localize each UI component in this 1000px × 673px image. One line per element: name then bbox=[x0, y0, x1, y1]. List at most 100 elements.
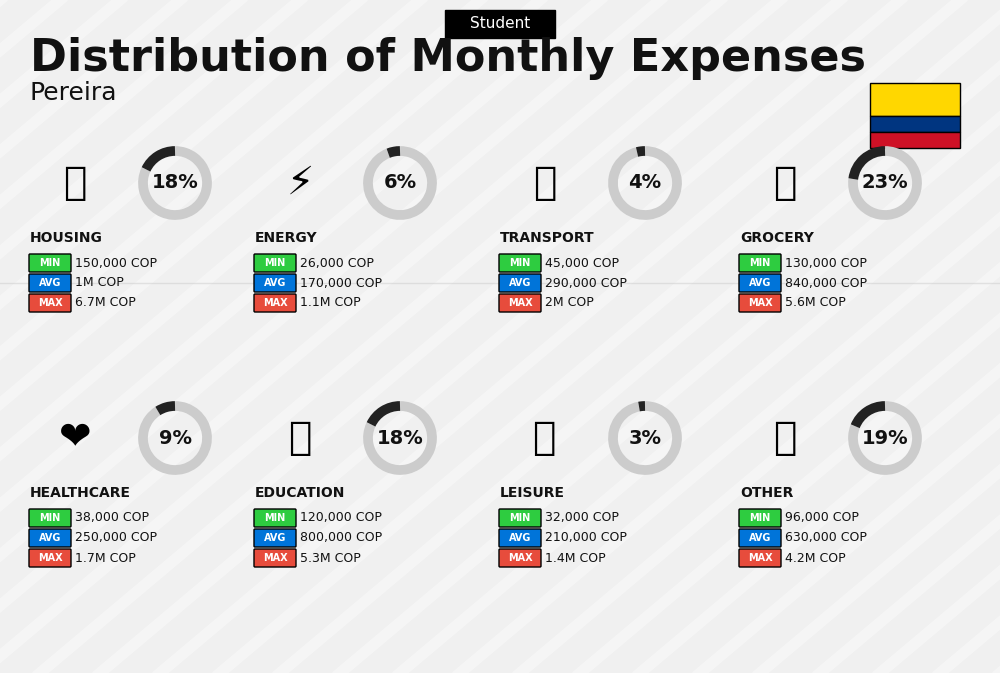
FancyBboxPatch shape bbox=[870, 83, 960, 116]
Text: MAX: MAX bbox=[263, 553, 287, 563]
Text: 630,000 COP: 630,000 COP bbox=[785, 532, 867, 544]
Text: 1.1M COP: 1.1M COP bbox=[300, 297, 361, 310]
Text: 1.7M COP: 1.7M COP bbox=[75, 551, 136, 565]
Text: 23%: 23% bbox=[862, 174, 908, 192]
Text: 32,000 COP: 32,000 COP bbox=[545, 511, 619, 524]
Text: MAX: MAX bbox=[508, 553, 532, 563]
FancyBboxPatch shape bbox=[870, 116, 960, 132]
Text: Student: Student bbox=[470, 17, 530, 32]
FancyBboxPatch shape bbox=[29, 294, 71, 312]
Text: MAX: MAX bbox=[748, 553, 772, 563]
Text: 38,000 COP: 38,000 COP bbox=[75, 511, 149, 524]
Text: 120,000 COP: 120,000 COP bbox=[300, 511, 382, 524]
Text: AVG: AVG bbox=[749, 533, 771, 543]
FancyBboxPatch shape bbox=[29, 509, 71, 527]
FancyBboxPatch shape bbox=[254, 509, 296, 527]
FancyBboxPatch shape bbox=[739, 509, 781, 527]
Text: 5.3M COP: 5.3M COP bbox=[300, 551, 361, 565]
FancyBboxPatch shape bbox=[254, 294, 296, 312]
Text: MAX: MAX bbox=[38, 553, 62, 563]
FancyBboxPatch shape bbox=[739, 294, 781, 312]
Text: HOUSING: HOUSING bbox=[30, 231, 103, 245]
Text: MAX: MAX bbox=[748, 298, 772, 308]
FancyBboxPatch shape bbox=[739, 529, 781, 547]
Text: 840,000 COP: 840,000 COP bbox=[785, 277, 867, 289]
FancyBboxPatch shape bbox=[29, 549, 71, 567]
Text: AVG: AVG bbox=[509, 533, 531, 543]
Text: 290,000 COP: 290,000 COP bbox=[545, 277, 627, 289]
Text: AVG: AVG bbox=[264, 533, 286, 543]
FancyBboxPatch shape bbox=[739, 254, 781, 272]
Text: 6%: 6% bbox=[383, 174, 417, 192]
Text: 4%: 4% bbox=[628, 174, 662, 192]
Text: AVG: AVG bbox=[39, 278, 61, 288]
Text: 250,000 COP: 250,000 COP bbox=[75, 532, 157, 544]
Text: MIN: MIN bbox=[264, 513, 286, 523]
Text: ⚡: ⚡ bbox=[286, 164, 314, 202]
Text: AVG: AVG bbox=[264, 278, 286, 288]
Text: ENERGY: ENERGY bbox=[255, 231, 318, 245]
FancyBboxPatch shape bbox=[499, 294, 541, 312]
Text: 3%: 3% bbox=[629, 429, 662, 448]
Text: MAX: MAX bbox=[508, 298, 532, 308]
Text: 19%: 19% bbox=[862, 429, 908, 448]
Text: 🎓: 🎓 bbox=[288, 419, 312, 457]
FancyBboxPatch shape bbox=[29, 254, 71, 272]
Text: 18%: 18% bbox=[377, 429, 423, 448]
Text: MIN: MIN bbox=[39, 258, 61, 268]
Text: HEALTHCARE: HEALTHCARE bbox=[30, 486, 131, 500]
Text: 4.2M COP: 4.2M COP bbox=[785, 551, 846, 565]
Text: 210,000 COP: 210,000 COP bbox=[545, 532, 627, 544]
FancyBboxPatch shape bbox=[254, 254, 296, 272]
Text: 1.4M COP: 1.4M COP bbox=[545, 551, 606, 565]
Text: 2M COP: 2M COP bbox=[545, 297, 594, 310]
Text: AVG: AVG bbox=[39, 533, 61, 543]
FancyBboxPatch shape bbox=[499, 549, 541, 567]
Text: MIN: MIN bbox=[509, 258, 531, 268]
Text: 130,000 COP: 130,000 COP bbox=[785, 256, 867, 269]
Text: MIN: MIN bbox=[509, 513, 531, 523]
FancyBboxPatch shape bbox=[499, 274, 541, 292]
Text: OTHER: OTHER bbox=[740, 486, 793, 500]
Text: 45,000 COP: 45,000 COP bbox=[545, 256, 619, 269]
Text: ❤️: ❤️ bbox=[59, 419, 91, 457]
FancyBboxPatch shape bbox=[29, 274, 71, 292]
FancyBboxPatch shape bbox=[870, 132, 960, 148]
Text: EDUCATION: EDUCATION bbox=[255, 486, 345, 500]
FancyBboxPatch shape bbox=[739, 549, 781, 567]
Text: 26,000 COP: 26,000 COP bbox=[300, 256, 374, 269]
FancyBboxPatch shape bbox=[254, 549, 296, 567]
Text: 💰: 💰 bbox=[773, 419, 797, 457]
Text: MAX: MAX bbox=[263, 298, 287, 308]
Text: MAX: MAX bbox=[38, 298, 62, 308]
FancyBboxPatch shape bbox=[499, 509, 541, 527]
Text: GROCERY: GROCERY bbox=[740, 231, 814, 245]
Text: 96,000 COP: 96,000 COP bbox=[785, 511, 859, 524]
Text: Distribution of Monthly Expenses: Distribution of Monthly Expenses bbox=[30, 36, 866, 79]
Text: 🛒: 🛒 bbox=[773, 164, 797, 202]
Text: MIN: MIN bbox=[749, 258, 771, 268]
Text: 800,000 COP: 800,000 COP bbox=[300, 532, 382, 544]
Text: TRANSPORT: TRANSPORT bbox=[500, 231, 595, 245]
Text: 6.7M COP: 6.7M COP bbox=[75, 297, 136, 310]
Text: Pereira: Pereira bbox=[30, 81, 118, 105]
FancyBboxPatch shape bbox=[499, 254, 541, 272]
Text: 170,000 COP: 170,000 COP bbox=[300, 277, 382, 289]
Text: AVG: AVG bbox=[509, 278, 531, 288]
FancyBboxPatch shape bbox=[254, 274, 296, 292]
Text: 9%: 9% bbox=[158, 429, 192, 448]
Text: 🏢: 🏢 bbox=[63, 164, 87, 202]
Text: 1M COP: 1M COP bbox=[75, 277, 124, 289]
FancyBboxPatch shape bbox=[499, 529, 541, 547]
FancyBboxPatch shape bbox=[445, 10, 555, 38]
Text: AVG: AVG bbox=[749, 278, 771, 288]
Text: 5.6M COP: 5.6M COP bbox=[785, 297, 846, 310]
Text: 18%: 18% bbox=[152, 174, 198, 192]
FancyBboxPatch shape bbox=[739, 274, 781, 292]
Text: 🛍️: 🛍️ bbox=[533, 419, 557, 457]
Text: MIN: MIN bbox=[749, 513, 771, 523]
FancyBboxPatch shape bbox=[254, 529, 296, 547]
Text: 🚌: 🚌 bbox=[533, 164, 557, 202]
Text: LEISURE: LEISURE bbox=[500, 486, 565, 500]
Text: MIN: MIN bbox=[264, 258, 286, 268]
